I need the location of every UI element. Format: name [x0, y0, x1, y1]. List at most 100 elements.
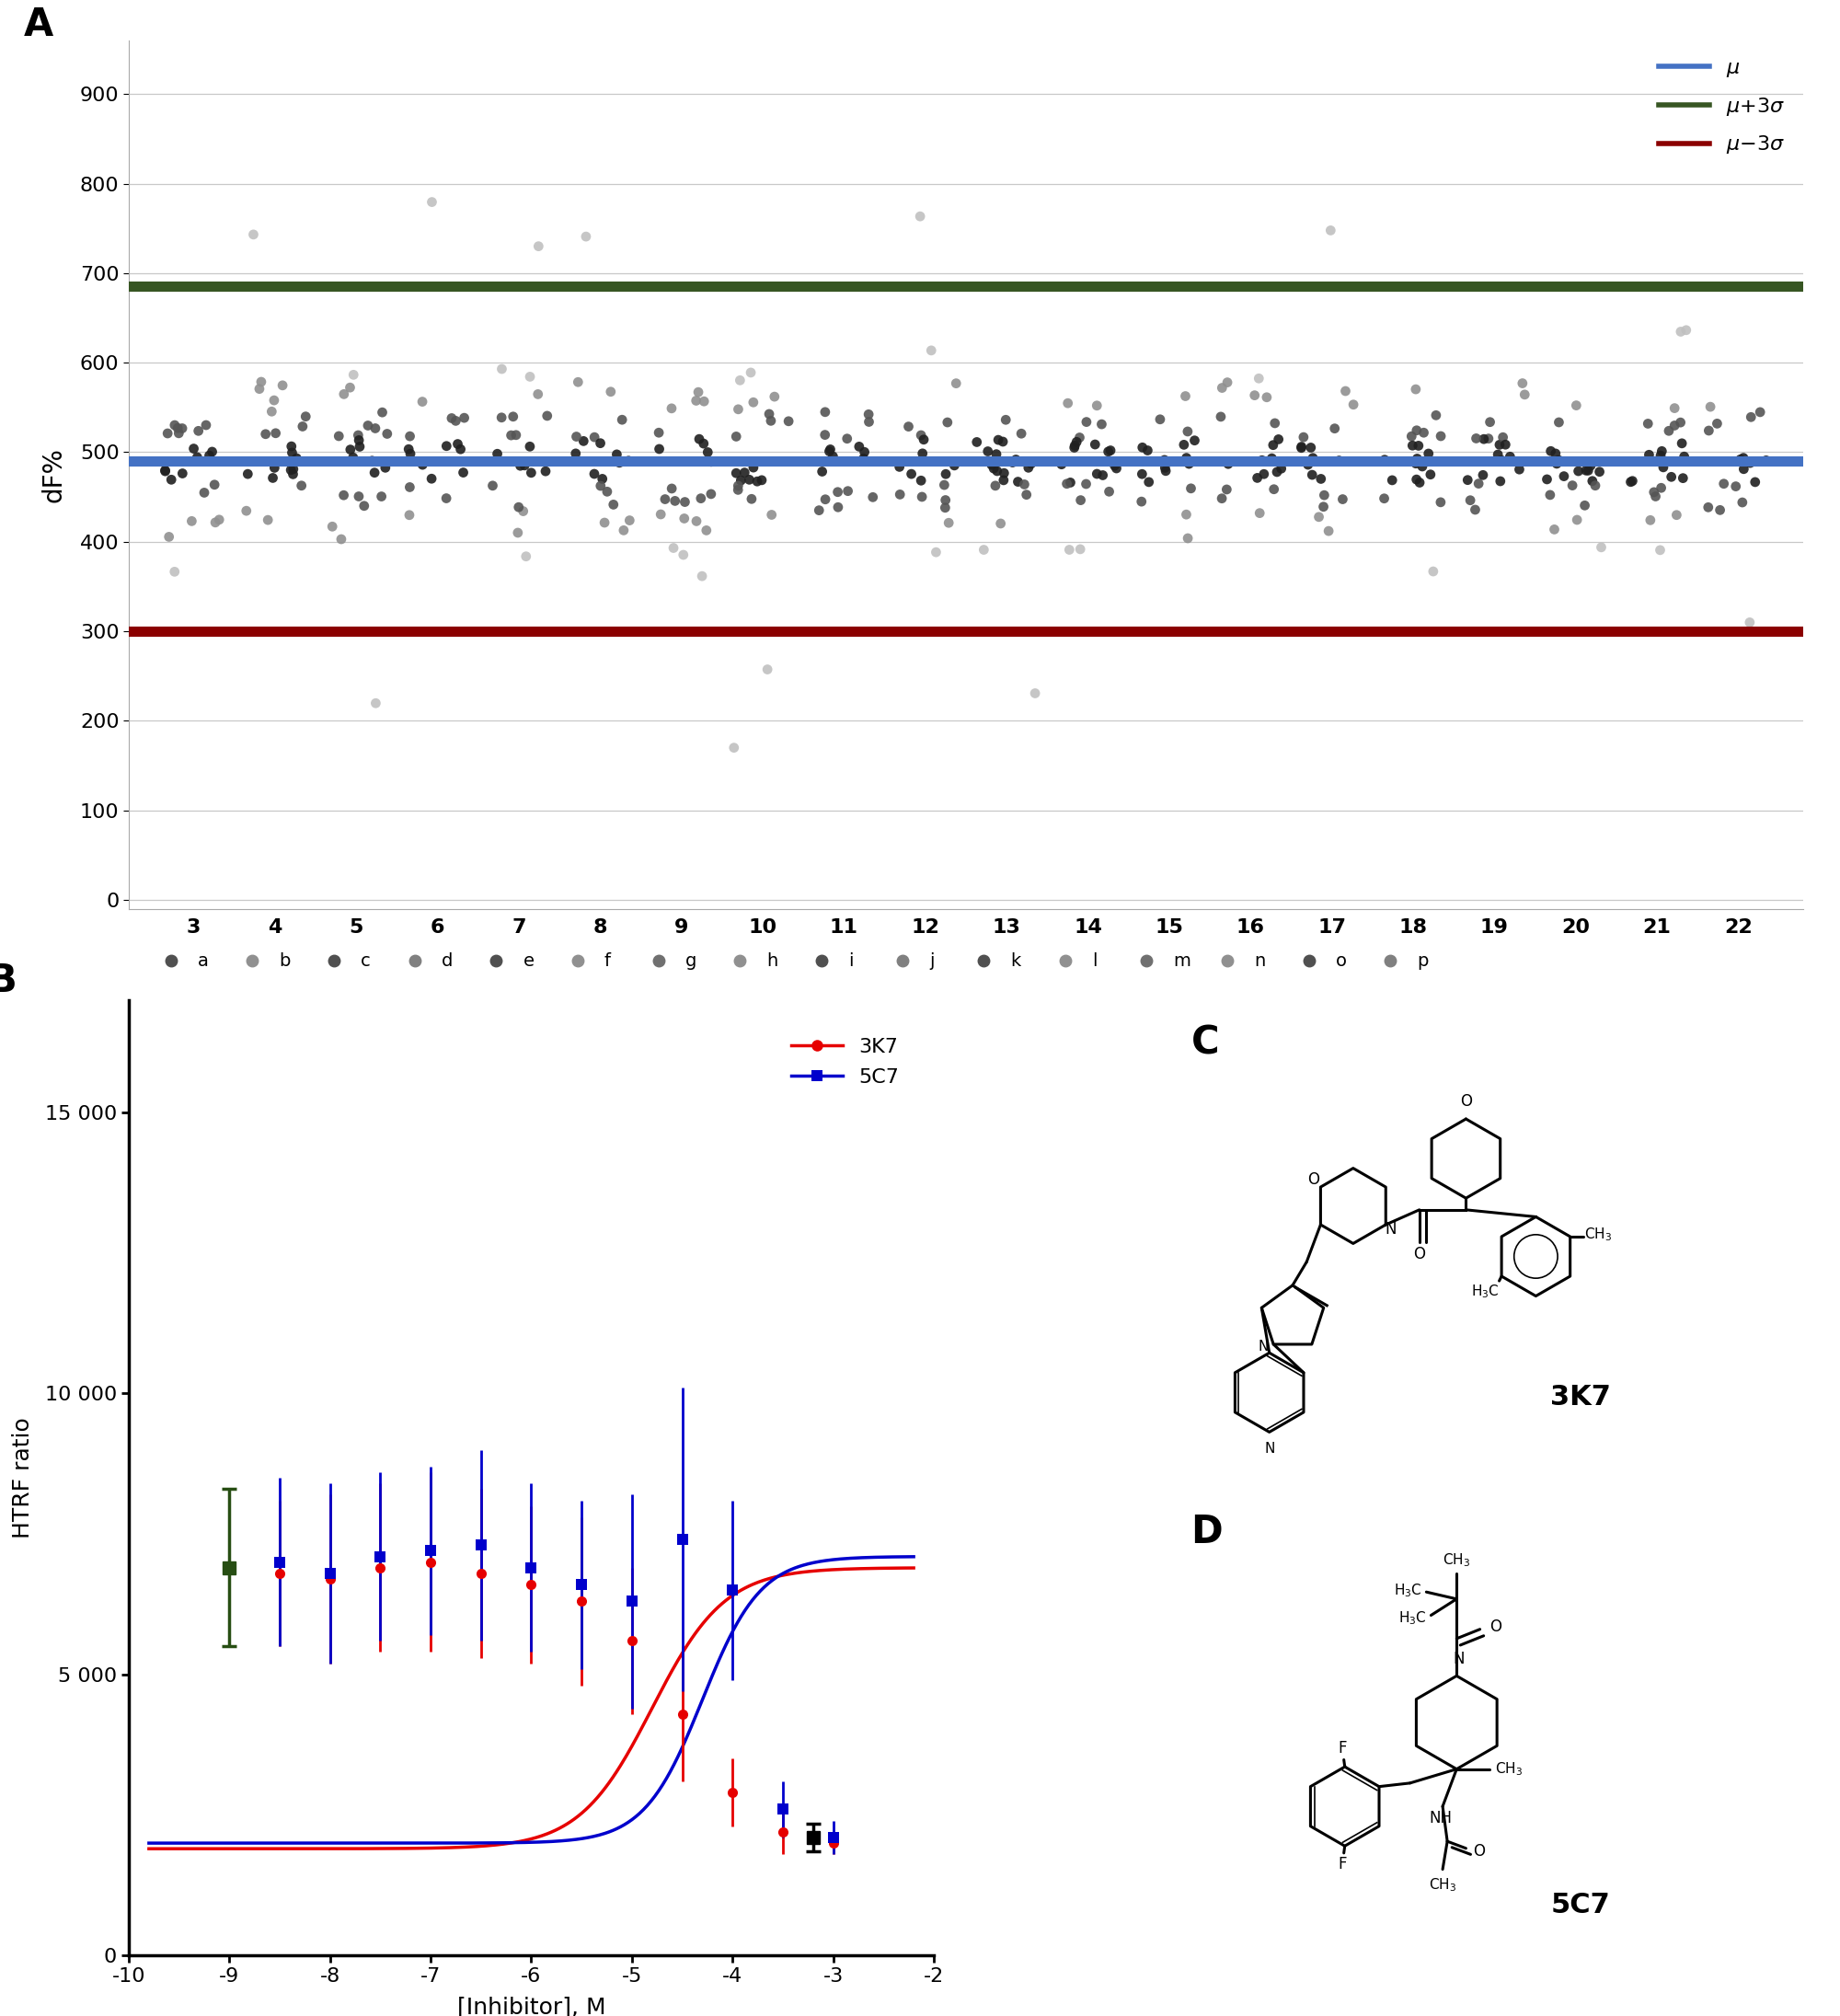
Point [258, 462, 287, 494]
Point [276, 429, 305, 462]
Point [907, 480, 937, 512]
Point [436, 401, 466, 433]
Point [907, 437, 937, 470]
Point [234, 458, 263, 490]
Point [357, 446, 386, 478]
Point [1487, 444, 1516, 476]
Point [1052, 387, 1082, 419]
Point [1402, 442, 1432, 474]
Point [1702, 407, 1731, 439]
Point [488, 353, 517, 385]
Point [684, 423, 714, 456]
Text: CH$_3$: CH$_3$ [1430, 1877, 1457, 1893]
Point [1468, 423, 1498, 456]
Point [1461, 494, 1490, 526]
Point [922, 536, 951, 569]
Point [1639, 476, 1669, 508]
Point [344, 419, 374, 452]
Point [723, 393, 753, 425]
Point [1052, 468, 1082, 500]
Point [719, 732, 749, 764]
Point [1647, 472, 1676, 504]
Text: NH: NH [1430, 1810, 1452, 1826]
Point [988, 425, 1018, 458]
Point [278, 458, 307, 490]
Point [602, 437, 631, 470]
Point [738, 387, 767, 419]
Point [1720, 470, 1750, 502]
Point [1328, 484, 1358, 516]
Point [1665, 317, 1695, 349]
Point [488, 401, 517, 433]
Text: e: e [523, 952, 534, 970]
Point [1496, 442, 1525, 474]
Point [408, 385, 438, 417]
Point [1266, 452, 1295, 484]
Point [1010, 468, 1040, 500]
Point [834, 476, 863, 508]
Point [418, 462, 447, 494]
Point [151, 456, 180, 488]
Point [1656, 462, 1685, 494]
Point [580, 421, 609, 454]
Point [607, 403, 637, 435]
Point [723, 470, 753, 502]
Point [1065, 484, 1095, 516]
Point [261, 417, 291, 450]
Text: H$_3$C: H$_3$C [1398, 1611, 1426, 1627]
Point [984, 423, 1014, 456]
Text: g: g [686, 952, 697, 970]
Point [854, 399, 883, 431]
Point [1172, 498, 1202, 530]
Text: i: i [848, 952, 854, 970]
Point [282, 442, 311, 474]
Point [1340, 389, 1369, 421]
Point [1730, 454, 1759, 486]
Point [1584, 456, 1614, 488]
Point [1152, 456, 1181, 488]
Point [432, 482, 462, 514]
Point [670, 502, 699, 534]
Point [160, 556, 190, 589]
Point [1369, 482, 1398, 514]
Point [335, 371, 364, 403]
Point [1483, 437, 1512, 470]
Point [1746, 395, 1776, 427]
Point [1511, 379, 1540, 411]
Point [650, 484, 679, 516]
Point [1262, 456, 1292, 488]
Point [1544, 405, 1573, 437]
Point [1455, 484, 1485, 516]
Point [686, 482, 716, 514]
Point [204, 504, 234, 536]
Point [418, 185, 447, 218]
Point [344, 431, 374, 464]
Point [561, 437, 591, 470]
Point [981, 470, 1010, 502]
Point [1056, 466, 1086, 498]
Point [287, 411, 316, 444]
Point [532, 399, 561, 431]
Point [1371, 444, 1400, 476]
Point [1080, 427, 1110, 460]
Point [1102, 452, 1132, 484]
Point [646, 498, 675, 530]
Point [736, 484, 765, 516]
Point [1558, 470, 1588, 502]
Point [694, 435, 723, 468]
Point [1128, 431, 1157, 464]
Point [1649, 452, 1678, 484]
Point [907, 464, 937, 496]
Point [1087, 407, 1117, 439]
Point [1295, 431, 1325, 464]
Point [688, 560, 718, 593]
Point [1071, 405, 1100, 437]
Point [591, 506, 620, 538]
Point [725, 365, 754, 397]
Point [1128, 458, 1157, 490]
Point [1549, 460, 1579, 492]
Point [845, 431, 874, 464]
Text: O: O [1459, 1093, 1472, 1109]
Point [1249, 458, 1279, 490]
Point [324, 419, 353, 452]
